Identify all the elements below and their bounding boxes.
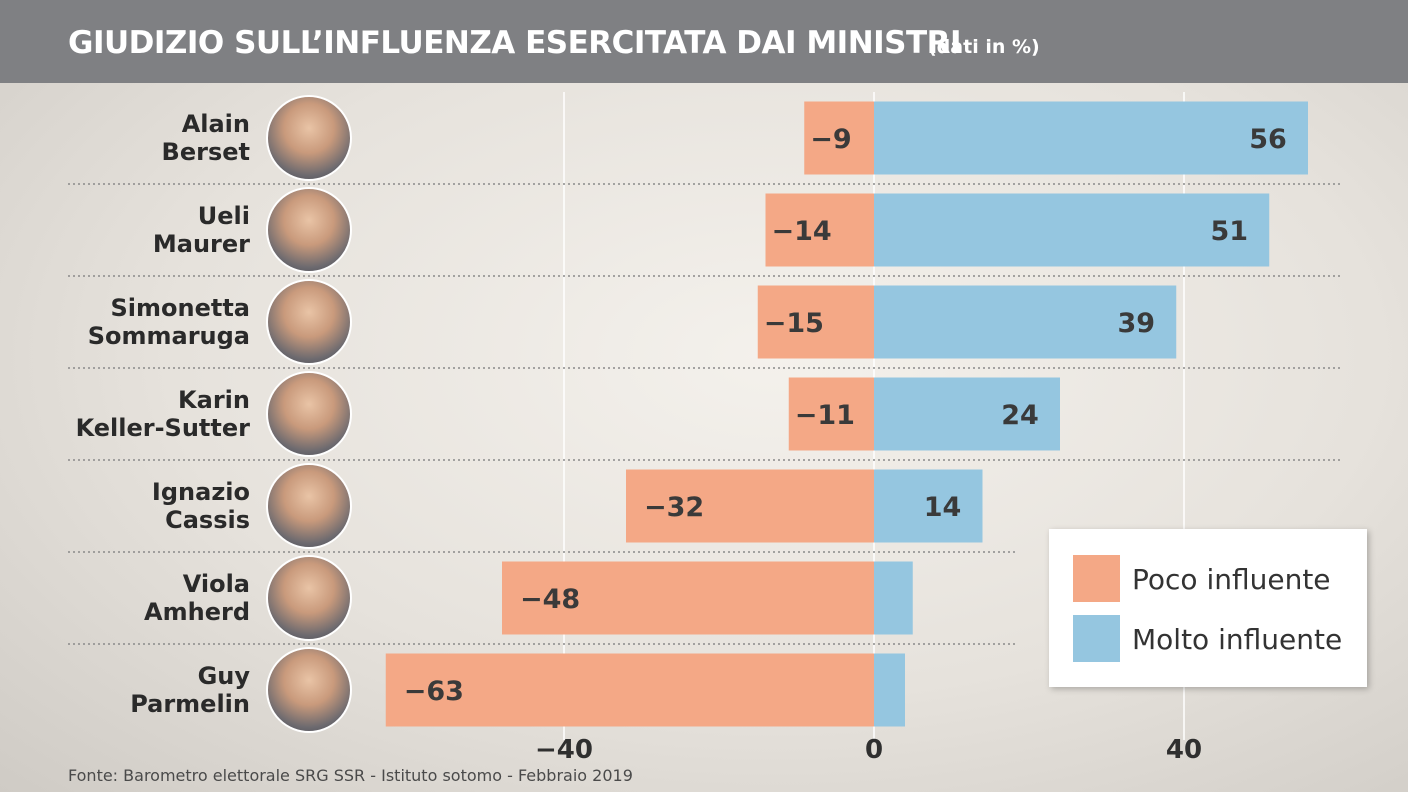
minister-name-line: Sommaruga (87, 322, 250, 350)
minister-name: Ignazio Cassis (30, 478, 250, 534)
bar-molto-influente (874, 377, 1060, 451)
legend-swatch-molto (1073, 615, 1120, 662)
data-label-poco: −15 (764, 308, 824, 339)
data-label-poco: −63 (404, 676, 464, 707)
data-label-poco: −14 (772, 216, 832, 247)
legend-label-molto: Molto influente (1132, 623, 1343, 656)
x-tick-label: −40 (535, 735, 593, 765)
minister-name-line: Amherd (144, 598, 250, 626)
legend-label-poco: Poco influente (1132, 563, 1331, 596)
minister-name-line: Cassis (165, 506, 250, 534)
minister-name: Simonetta Sommaruga (30, 294, 250, 350)
minister-name: Karin Keller-Sutter (30, 386, 250, 442)
data-label-molto: 14 (924, 492, 962, 523)
minister-name-line: Alain (181, 110, 250, 138)
data-label-poco: −11 (795, 400, 855, 431)
bar-molto-influente (874, 653, 905, 727)
minister-photo (266, 647, 352, 733)
minister-name-line: Karin (178, 386, 250, 414)
minister-photo (266, 371, 352, 457)
data-label-poco: −48 (520, 584, 580, 615)
bar-poco-influente (502, 561, 874, 635)
bar-poco-influente (804, 101, 874, 175)
minister-name: Guy Parmelin (30, 662, 250, 718)
minister-photo (266, 95, 352, 181)
x-tick-label: 40 (1166, 735, 1202, 765)
legend: Poco influente Molto influente (1049, 529, 1367, 687)
minister-name: Viola Amherd (30, 570, 250, 626)
data-label-molto: 56 (1249, 124, 1287, 155)
legend-swatch-poco (1073, 555, 1120, 602)
minister-photo (266, 279, 352, 365)
minister-name-line: Keller-Sutter (75, 414, 250, 442)
chart-title: GIUDIZIO SULL’INFLUENZA ESERCITATA DAI M… (68, 25, 962, 61)
bar-molto-influente (874, 469, 983, 543)
minister-name-line: Maurer (152, 230, 250, 258)
data-label-molto: 39 (1117, 308, 1155, 339)
data-label-molto: 24 (1001, 400, 1039, 431)
data-label-molto: 51 (1210, 216, 1248, 247)
minister-photo (266, 187, 352, 273)
bar-poco-influente (385, 653, 874, 727)
bar-molto-influente (874, 285, 1177, 359)
bar-poco-influente (788, 377, 874, 451)
bar-molto-influente (874, 561, 913, 635)
x-tick-label: 0 (865, 735, 883, 765)
data-label-poco: −32 (644, 492, 704, 523)
chart-subtitle: (dati in %) (928, 36, 1040, 58)
minister-photo (266, 463, 352, 549)
source-note: Fonte: Barometro elettorale SRG SSR - Is… (68, 766, 633, 785)
minister-name-line: Viola (182, 570, 250, 598)
bar-poco-influente (626, 469, 874, 543)
minister-name-line: Guy (197, 662, 250, 690)
minister-name-line: Simonetta (110, 294, 250, 322)
minister-name-line: Parmelin (130, 690, 250, 718)
minister-name-line: Ueli (197, 202, 250, 230)
minister-name-line: Berset (161, 138, 250, 166)
bar-poco-influente (765, 193, 874, 267)
header-bar: GIUDIZIO SULL’INFLUENZA ESERCITATA DAI M… (0, 0, 1408, 83)
data-label-poco: −9 (810, 124, 851, 155)
minister-name: Alain Berset (30, 110, 250, 166)
minister-photo (266, 555, 352, 641)
bar-poco-influente (757, 285, 874, 359)
minister-name: Ueli Maurer (30, 202, 250, 258)
minister-name-line: Ignazio (151, 478, 250, 506)
bar-molto-influente (874, 193, 1270, 267)
bar-molto-influente (874, 101, 1308, 175)
